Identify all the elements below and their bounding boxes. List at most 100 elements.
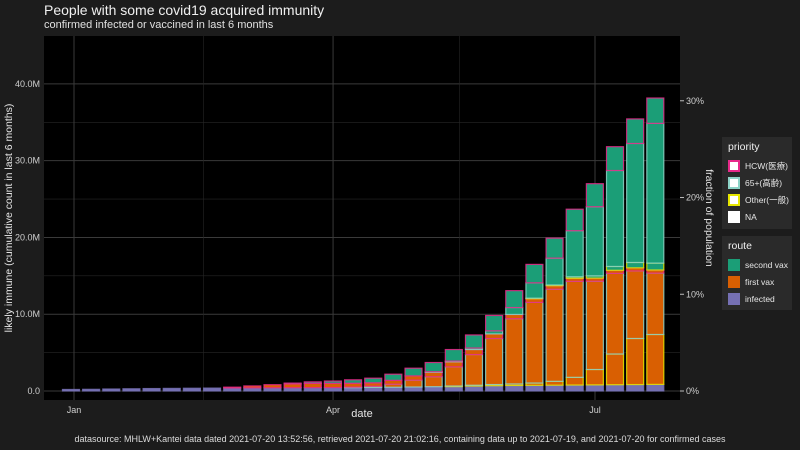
bar-infected <box>162 387 181 392</box>
bar-first-vax-hcw <box>223 386 242 389</box>
legend-item: NA <box>728 208 786 225</box>
bar-second-vax-65plus <box>585 206 604 277</box>
legend-item: infected <box>728 290 786 307</box>
bar-first-vax-65plus <box>505 318 524 385</box>
route-legend: route second vax first vax infected <box>722 236 792 310</box>
y-axis-label: likely immune (cumulative count in last … <box>3 104 15 333</box>
bar-infected <box>565 384 584 392</box>
legend-item: Other(一般) <box>728 191 789 208</box>
bar-infected <box>61 388 81 392</box>
bar-first-vax-hcw <box>464 348 484 356</box>
legend-key <box>728 159 740 172</box>
legend-label: 65+(高齢) <box>745 177 783 188</box>
axis-ticks: 0.0 10.0M 20.0M 30.0M 40.0M Jan Apr Jul 0% 10% 20%… <box>15 79 704 415</box>
bar-second-vax-hcw <box>283 382 302 385</box>
data-source-caption: datasource: MHLW+Kantei data dated 2021-… <box>74 434 726 444</box>
bar-second-vax-65plus <box>605 169 625 268</box>
chart-subtitle: confirmed infected or vaccined in last 6… <box>44 19 274 31</box>
bar-first-vax-other <box>565 376 584 386</box>
legend-item: 65+(高齢) <box>728 174 786 191</box>
legend-key <box>728 292 740 305</box>
y2-axis-label: fraction of population <box>703 169 715 267</box>
bar-first-vax-hcw <box>263 384 282 389</box>
bar-second-vax-65plus <box>646 122 665 264</box>
bar-first-vax-other <box>626 337 645 386</box>
legend-item: second vax <box>728 256 788 273</box>
bar-first-vax-hcw <box>444 361 463 368</box>
bar-first-vax-65plus <box>545 288 564 382</box>
legend-label: NA <box>745 211 757 222</box>
bar-first-vax-65plus <box>464 353 484 386</box>
bar-first-vax-65plus <box>485 337 504 386</box>
chart-title: People with some covid19 acquired immuni… <box>44 2 325 18</box>
bars <box>61 97 665 392</box>
bar-second-vax-hcw <box>364 377 383 384</box>
bar-infected <box>202 387 222 392</box>
bar-second-vax-65plus <box>626 142 645 264</box>
bar-first-vax-65plus <box>525 301 544 384</box>
y-tick-label: 40.0M <box>15 79 40 89</box>
bar-infected <box>182 387 201 392</box>
priority-legend-title: priority <box>728 141 760 153</box>
bar-second-vax-hcw <box>464 334 484 349</box>
bar-first-vax-65plus <box>646 272 665 336</box>
bar-second-vax-hcw <box>424 361 443 373</box>
bar-second-vax-hcw <box>545 237 564 259</box>
bar-infected <box>102 388 121 392</box>
bar-infected <box>646 383 665 392</box>
bar-second-vax-hcw <box>525 263 544 284</box>
bar-second-vax-hcw <box>404 367 423 377</box>
bar-first-vax-65plus <box>565 280 584 378</box>
legend-item: HCW(医療) <box>728 157 788 174</box>
bar-second-vax-hcw <box>303 381 322 384</box>
legend-label: Other(一般) <box>745 194 789 205</box>
bar-second-vax-65plus <box>525 282 544 299</box>
bar-infected <box>82 388 101 392</box>
bar-second-vax-other <box>626 261 645 269</box>
bar-second-vax-hcw <box>323 380 343 384</box>
bar-first-vax-65plus <box>605 272 625 355</box>
bar-first-vax-hcw <box>323 382 343 389</box>
bar-first-vax-65plus <box>585 280 604 371</box>
y-tick-label: 0.0 <box>27 386 40 396</box>
bar-infected <box>626 383 645 392</box>
x-tick-label: Apr <box>326 405 340 415</box>
bar-first-vax-65plus <box>404 379 423 388</box>
bar-first-vax-hcw <box>505 313 524 320</box>
x-tick-label: Jan <box>67 405 82 415</box>
bar-second-vax-hcw <box>605 146 625 172</box>
y-tick-label: 20.0M <box>15 232 40 242</box>
bar-second-vax-hcw <box>384 373 403 381</box>
bar-second-vax-65plus <box>565 230 584 278</box>
bar-infected <box>142 387 161 392</box>
bar-infected <box>424 386 443 392</box>
legend-key <box>728 210 740 223</box>
bar-first-vax-hcw <box>404 375 423 381</box>
bar-second-vax-hcw <box>485 314 504 332</box>
x-tick-label: Jul <box>589 405 601 415</box>
plot-panel <box>44 36 680 400</box>
y-tick-label: 30.0M <box>15 156 40 166</box>
bar-first-vax-other <box>605 353 625 386</box>
legend-label: HCW(医療) <box>745 160 788 171</box>
bar-infected <box>485 385 504 392</box>
legend-key <box>728 176 740 189</box>
bar-second-vax-hcw <box>444 348 463 362</box>
bar-second-vax-65plus <box>505 306 524 316</box>
bar-first-vax-hcw <box>485 333 504 340</box>
y2-tick-label: 30% <box>686 96 704 106</box>
legend-key <box>728 275 740 288</box>
bar-infected <box>545 384 564 392</box>
bar-second-vax-hcw <box>585 183 604 208</box>
bar-first-vax-other <box>646 333 665 385</box>
bar-infected <box>525 384 544 392</box>
bar-infected <box>464 385 484 392</box>
bar-first-vax-65plus <box>444 366 463 387</box>
bar-infected <box>505 384 524 392</box>
route-legend-title: route <box>728 240 752 252</box>
legend-label: second vax <box>745 259 788 270</box>
legend-item: first vax <box>728 273 786 290</box>
bar-first-vax-65plus <box>424 376 443 388</box>
y2-tick-label: 10% <box>686 289 704 299</box>
priority-legend: priority HCW(医療) 65+(高齢) Other(一般) NA <box>722 137 792 229</box>
